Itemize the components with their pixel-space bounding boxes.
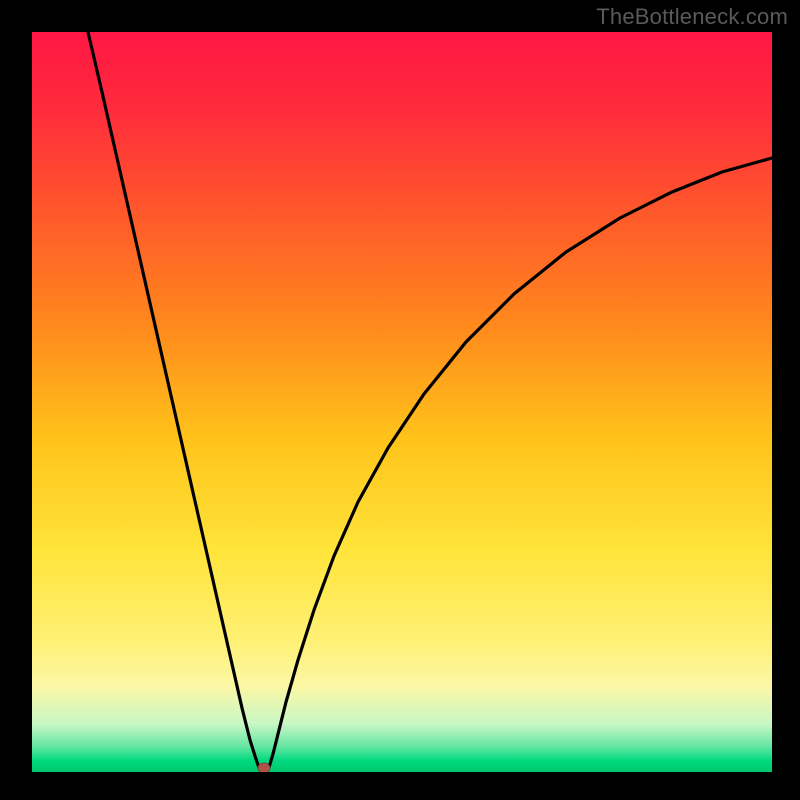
chart-frame: TheBottleneck.com	[0, 0, 800, 800]
minimum-marker	[258, 763, 270, 772]
watermark-text: TheBottleneck.com	[596, 4, 788, 30]
gradient-background	[32, 32, 772, 772]
chart-svg	[32, 32, 772, 772]
plot-area	[32, 32, 772, 772]
